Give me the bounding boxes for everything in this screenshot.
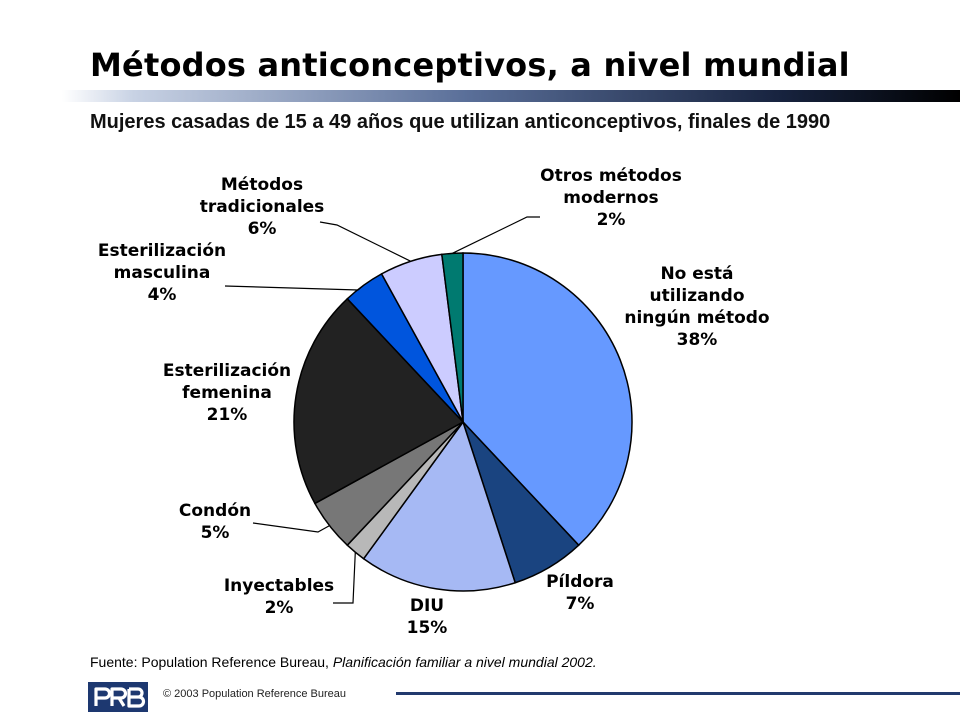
footer-rule — [396, 692, 960, 695]
slice-label: Condón 5% — [179, 501, 251, 543]
slice-label: Inyectables 2% — [224, 576, 334, 618]
title-gradient-rule — [62, 90, 960, 102]
slice-label: Métodos tradicionales 6% — [200, 175, 325, 239]
slice-label: DIU 15% — [407, 596, 448, 638]
slice-label: Esterilización masculina 4% — [98, 241, 226, 305]
slide-subtitle: Mujeres casadas de 15 a 49 años que util… — [90, 111, 831, 133]
pie-slice — [462, 252, 633, 547]
slice-label: Píldora 7% — [546, 572, 614, 614]
slice-label: No está utilizando ningún método 38% — [624, 264, 769, 350]
slice-label: Esterilización femenina 21% — [163, 361, 291, 425]
leader-line — [452, 216, 540, 254]
prb-logo — [88, 682, 148, 712]
leader-line — [224, 284, 365, 291]
source-note: Fuente: Population Reference Bureau, Pla… — [90, 654, 597, 670]
pie-slice — [293, 297, 465, 505]
pie-slice — [362, 420, 517, 592]
leader-line — [333, 552, 356, 604]
source-prefix: Fuente: Population Reference Bureau, — [90, 654, 333, 670]
pie-slice — [440, 252, 464, 423]
slide-title: Métodos anticonceptivos, a nivel mundial — [90, 46, 850, 84]
leader-line — [319, 221, 412, 262]
slice-label: Otros métodos modernos 2% — [540, 166, 682, 230]
leader-line — [252, 522, 330, 533]
copyright-text: © 2003 Population Reference Bureau — [163, 688, 347, 700]
source-title: Planificación familiar a nivel mundial 2… — [332, 654, 597, 670]
